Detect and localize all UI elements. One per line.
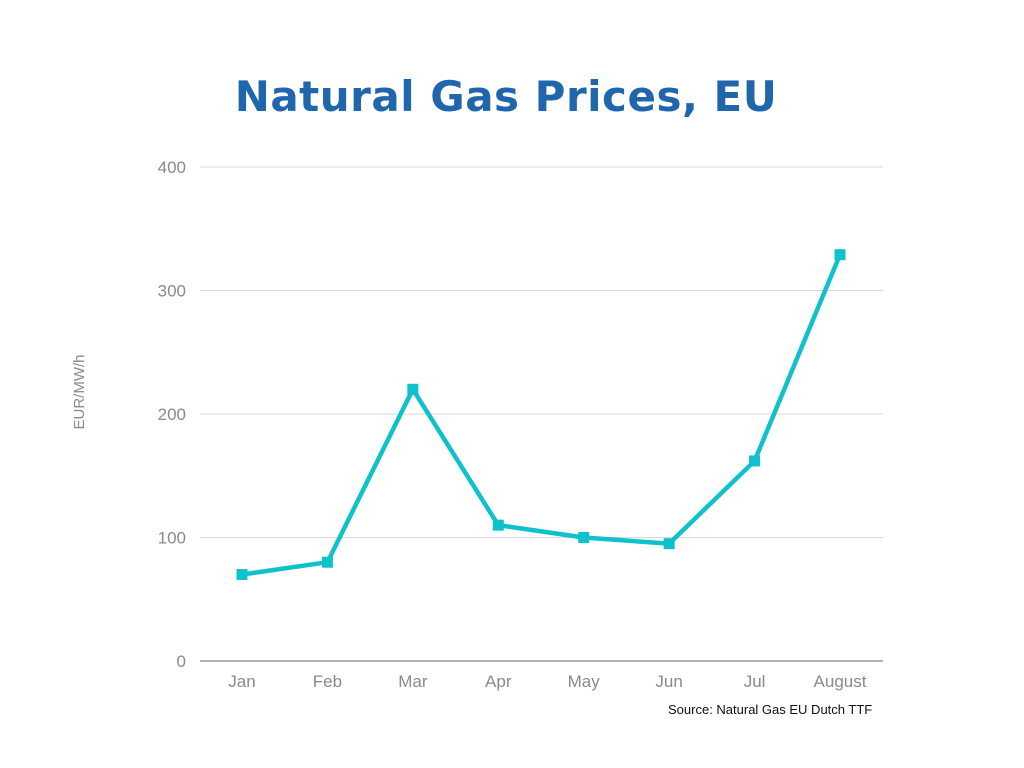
x-tick-label: Jun <box>655 672 682 691</box>
x-tick-label: Mar <box>398 672 428 691</box>
data-point-marker <box>578 532 590 543</box>
data-point-marker <box>236 569 248 581</box>
source-note: Source: Natural Gas EU Dutch TTF <box>668 702 873 717</box>
x-tick-label: Jan <box>228 672 255 691</box>
data-point-marker <box>834 249 846 261</box>
y-tick-label: 0 <box>177 652 186 671</box>
chart-title: Natural Gas Prices, EU <box>234 72 778 121</box>
x-tick-label: Feb <box>313 672 342 691</box>
x-tick-label: August <box>814 672 867 691</box>
y-tick-label: 100 <box>158 529 186 548</box>
y-tick-label: 300 <box>158 282 186 301</box>
y-tick-label: 400 <box>158 158 186 177</box>
data-point-marker <box>663 538 675 550</box>
x-tick-label: Jul <box>744 672 766 691</box>
y-tick-label: 200 <box>158 405 186 424</box>
y-axis-label: EUR/MW/h <box>71 355 88 430</box>
x-tick-label: Apr <box>485 672 512 691</box>
data-point-marker <box>321 556 333 568</box>
data-point-marker <box>407 383 419 395</box>
series-line <box>239 252 843 577</box>
data-point-marker <box>749 455 761 467</box>
x-tick-label: May <box>568 672 601 691</box>
data-point-marker <box>492 519 504 531</box>
